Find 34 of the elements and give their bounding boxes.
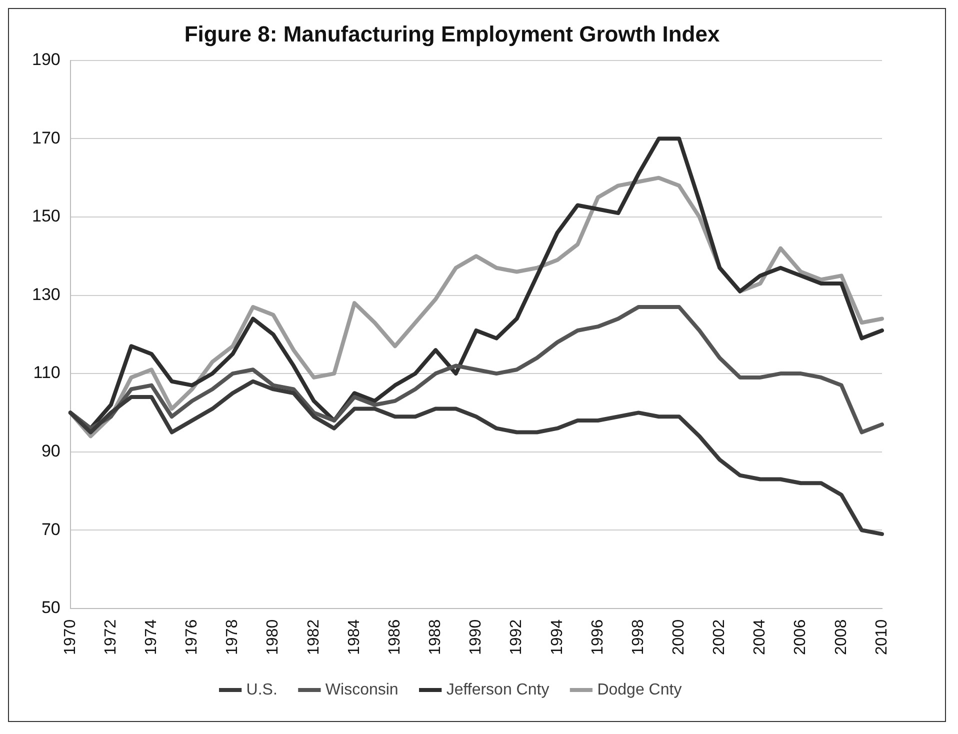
x-tick-label: 1996 [589, 619, 606, 655]
y-tick-label: 90 [41, 442, 60, 461]
x-tick-label: 1972 [102, 619, 120, 655]
x-tick-label: 2002 [711, 619, 728, 655]
x-tick-label: 1980 [264, 619, 282, 655]
x-tick-label: 1990 [468, 619, 485, 655]
x-tick-label: 2006 [792, 619, 810, 655]
y-tick-label: 70 [41, 520, 60, 539]
legend-label: Wisconsin [325, 681, 398, 698]
legend-label: Jefferson Cnty [446, 681, 550, 698]
x-tick-label: 1976 [184, 619, 201, 655]
y-tick-label: 110 [33, 363, 60, 382]
x-tick-label: 2008 [832, 619, 850, 655]
x-tick-label: 1992 [508, 619, 526, 655]
x-tick-label: 2010 [873, 619, 890, 655]
x-tick-label: 2000 [670, 619, 688, 655]
legend-label: U.S. [246, 681, 278, 698]
x-tick-label: 1984 [346, 619, 363, 655]
y-tick-label: 190 [32, 50, 60, 70]
x-tick-label: 1988 [427, 619, 444, 655]
y-tick-label: 170 [32, 128, 60, 148]
x-tick-label: 1982 [305, 619, 322, 655]
chart-title: Figure 8: Manufacturing Employment Growth Index [184, 21, 720, 46]
x-tick-label: 1974 [142, 619, 160, 655]
legend-label: Dodge Cnty [597, 681, 682, 698]
x-tick-label: 1970 [62, 619, 79, 655]
x-tick-label: 2004 [752, 619, 769, 655]
x-tick-label: 1994 [548, 619, 566, 655]
y-tick-label: 130 [32, 284, 60, 304]
x-tick-label: 1998 [630, 619, 647, 655]
y-tick-label: 50 [41, 598, 60, 618]
y-tick-label: 150 [32, 206, 60, 226]
x-tick-label: 1978 [224, 619, 242, 655]
x-tick-label: 1986 [386, 619, 404, 655]
